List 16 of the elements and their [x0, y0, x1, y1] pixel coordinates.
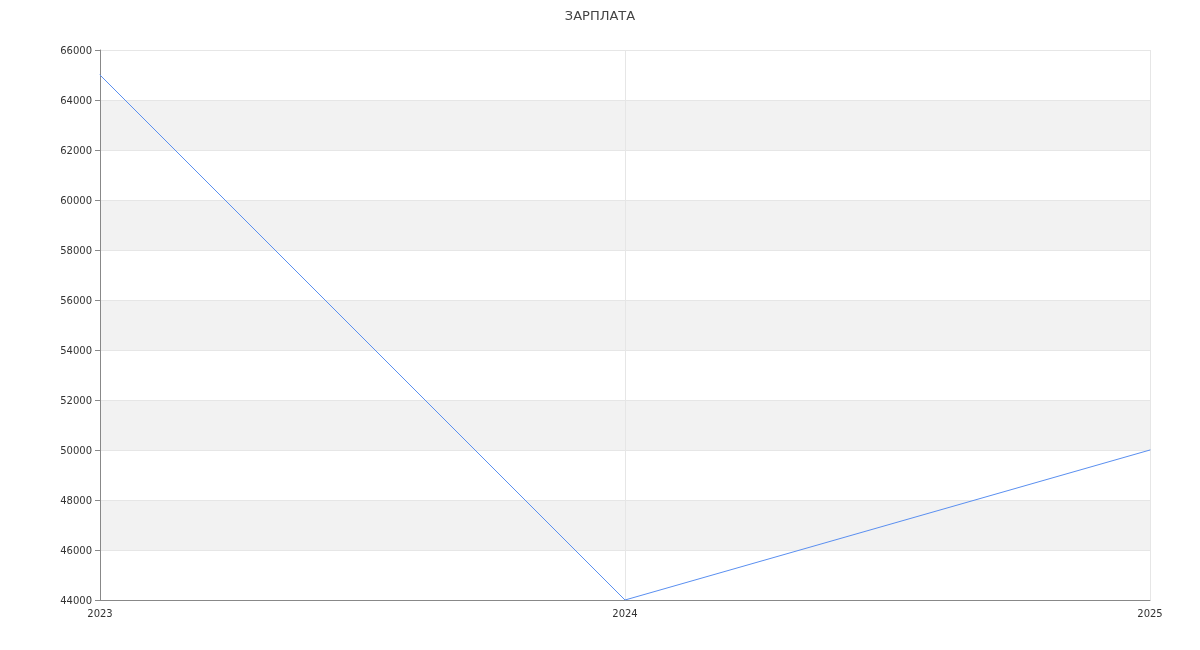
x-tick-label: 2023	[87, 607, 113, 619]
y-tick-label: 54000	[60, 344, 92, 356]
chart-title: ЗАРПЛАТА	[564, 8, 636, 23]
x-tick-label: 2024	[612, 607, 638, 619]
y-tick-label: 62000	[60, 144, 92, 156]
y-tick-label: 56000	[60, 294, 92, 306]
y-tick-label: 64000	[60, 94, 92, 106]
y-tick-label: 46000	[60, 544, 92, 556]
y-tick-label: 58000	[60, 244, 92, 256]
x-tick-label: 2025	[1137, 607, 1163, 619]
y-tick-label: 44000	[60, 594, 92, 606]
y-tick-label: 50000	[60, 444, 92, 456]
y-tick-label: 60000	[60, 194, 92, 206]
y-tick-label: 52000	[60, 394, 92, 406]
y-tick-label: 48000	[60, 494, 92, 506]
y-tick-label: 66000	[60, 44, 92, 56]
